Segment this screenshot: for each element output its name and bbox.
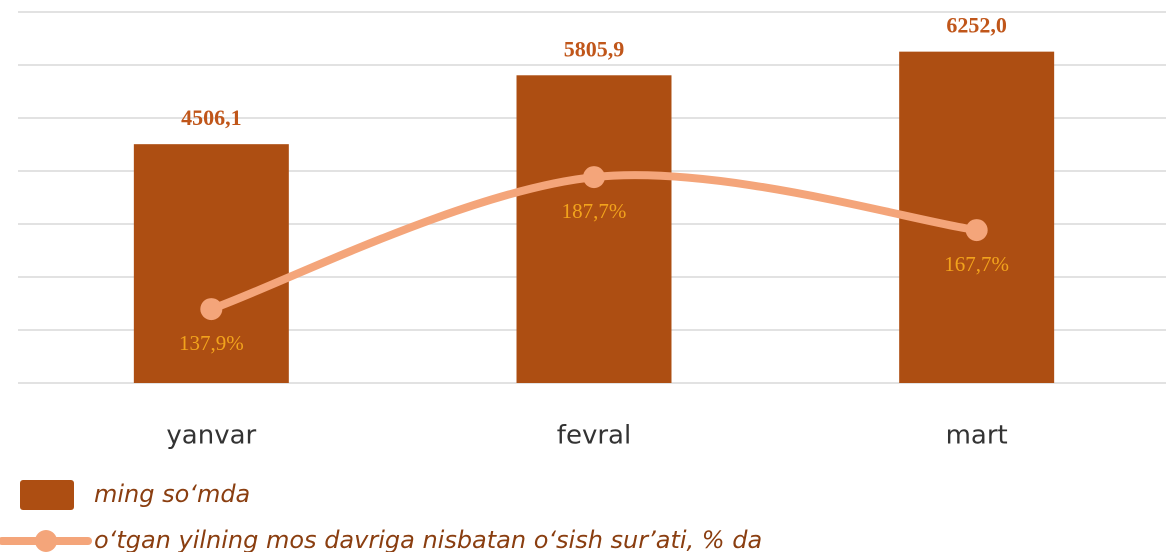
line-marker	[583, 166, 605, 189]
line-value-label: 137,9%	[179, 331, 244, 355]
bar	[516, 75, 672, 384]
line-marker	[965, 219, 988, 242]
legend-swatch	[20, 480, 74, 510]
line-value-label: 167,7%	[944, 252, 1009, 276]
legend-label: o‘tgan yilning mos davriga nisbatan o‘si…	[94, 526, 762, 552]
legend-label: ming so‘mda	[94, 480, 250, 508]
bar-value-label: 6252,0	[946, 13, 1007, 38]
bar-value-label: 4506,1	[181, 105, 242, 130]
x-tick-label: fevral	[557, 421, 631, 451]
bar	[133, 144, 289, 383]
line-value-label: 187,7%	[562, 199, 627, 223]
line-marker	[200, 298, 223, 321]
x-tick-label: yanvar	[166, 421, 256, 451]
x-tick-label: mart	[946, 421, 1008, 451]
legend-swatch	[35, 530, 57, 552]
bar-value-label: 5805,9	[564, 36, 625, 61]
